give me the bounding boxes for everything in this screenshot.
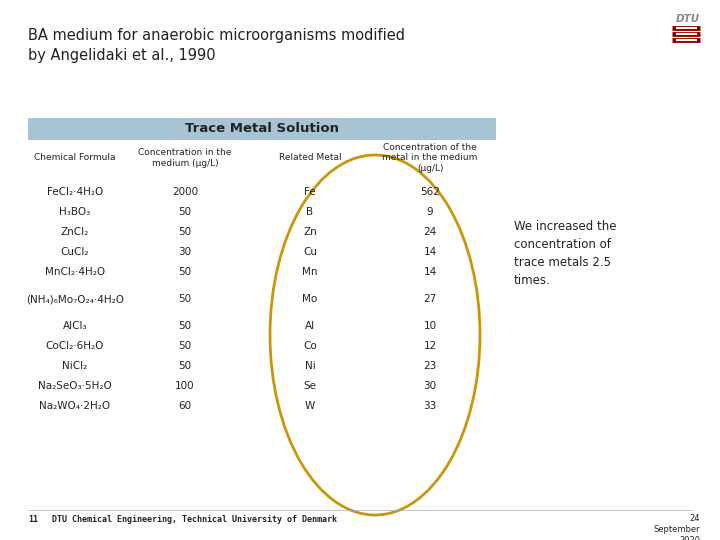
Text: 11: 11	[28, 516, 38, 524]
Text: AlCl₃: AlCl₃	[63, 321, 87, 331]
Text: Al: Al	[305, 321, 315, 331]
Text: Mo: Mo	[302, 294, 318, 304]
Text: 14: 14	[423, 247, 436, 257]
Text: W: W	[305, 401, 315, 411]
Text: (NH₄)₆Mo₇O₂₄·4H₂O: (NH₄)₆Mo₇O₂₄·4H₂O	[26, 294, 124, 304]
Text: FeCl₂·4H₂O: FeCl₂·4H₂O	[47, 187, 103, 197]
Text: Related Metal: Related Metal	[279, 153, 341, 163]
Text: Na₂SeO₃·5H₂O: Na₂SeO₃·5H₂O	[38, 381, 112, 391]
Text: Cu: Cu	[303, 247, 317, 257]
Text: Concentration of the
metal in the medium
(µg/L): Concentration of the metal in the medium…	[382, 143, 477, 173]
Text: Se: Se	[304, 381, 317, 391]
Text: 30: 30	[423, 381, 436, 391]
Text: Trace Metal Solution: Trace Metal Solution	[185, 123, 339, 136]
Text: MnCl₂·4H₂O: MnCl₂·4H₂O	[45, 267, 105, 277]
Text: 14: 14	[423, 267, 436, 277]
Text: CoCl₂·6H₂O: CoCl₂·6H₂O	[46, 341, 104, 351]
Text: CuCl₂: CuCl₂	[60, 247, 89, 257]
Text: 562: 562	[420, 187, 440, 197]
Text: 27: 27	[423, 294, 436, 304]
Text: 24: 24	[423, 227, 436, 237]
Text: 33: 33	[423, 401, 436, 411]
Text: Mn: Mn	[302, 267, 318, 277]
Text: Concentration in the
medium (µg/L): Concentration in the medium (µg/L)	[138, 148, 232, 168]
Text: ZnCl₂: ZnCl₂	[61, 227, 89, 237]
Text: 24
September
2020: 24 September 2020	[653, 514, 700, 540]
Text: 60: 60	[179, 401, 192, 411]
Text: B: B	[307, 207, 314, 217]
Text: Fe: Fe	[304, 187, 316, 197]
Text: 50: 50	[179, 207, 192, 217]
Text: 50: 50	[179, 321, 192, 331]
Text: 23: 23	[423, 361, 436, 371]
Text: Co: Co	[303, 341, 317, 351]
Text: 12: 12	[423, 341, 436, 351]
Text: NiCl₂: NiCl₂	[63, 361, 88, 371]
Text: H₃BO₃: H₃BO₃	[59, 207, 91, 217]
FancyBboxPatch shape	[28, 118, 496, 140]
Text: 10: 10	[423, 321, 436, 331]
Text: 50: 50	[179, 341, 192, 351]
Text: 50: 50	[179, 361, 192, 371]
Text: 100: 100	[175, 381, 195, 391]
Text: Chemical Formula: Chemical Formula	[35, 153, 116, 163]
Text: Zn: Zn	[303, 227, 317, 237]
Text: Na₂WO₄·2H₂O: Na₂WO₄·2H₂O	[40, 401, 111, 411]
Text: 50: 50	[179, 267, 192, 277]
Text: BA medium for anaerobic microorganisms modified
by Angelidaki et al., 1990: BA medium for anaerobic microorganisms m…	[28, 28, 405, 63]
Text: We increased the
concentration of
trace metals 2.5
times.: We increased the concentration of trace …	[514, 220, 616, 287]
Text: DTU Chemical Engineering, Technical University of Denmark: DTU Chemical Engineering, Technical Univ…	[52, 516, 337, 524]
Text: 2000: 2000	[172, 187, 198, 197]
Text: 50: 50	[179, 227, 192, 237]
Text: 9: 9	[427, 207, 433, 217]
Text: 30: 30	[179, 247, 192, 257]
Text: 50: 50	[179, 294, 192, 304]
Text: Ni: Ni	[305, 361, 315, 371]
Text: DTU: DTU	[676, 14, 700, 24]
